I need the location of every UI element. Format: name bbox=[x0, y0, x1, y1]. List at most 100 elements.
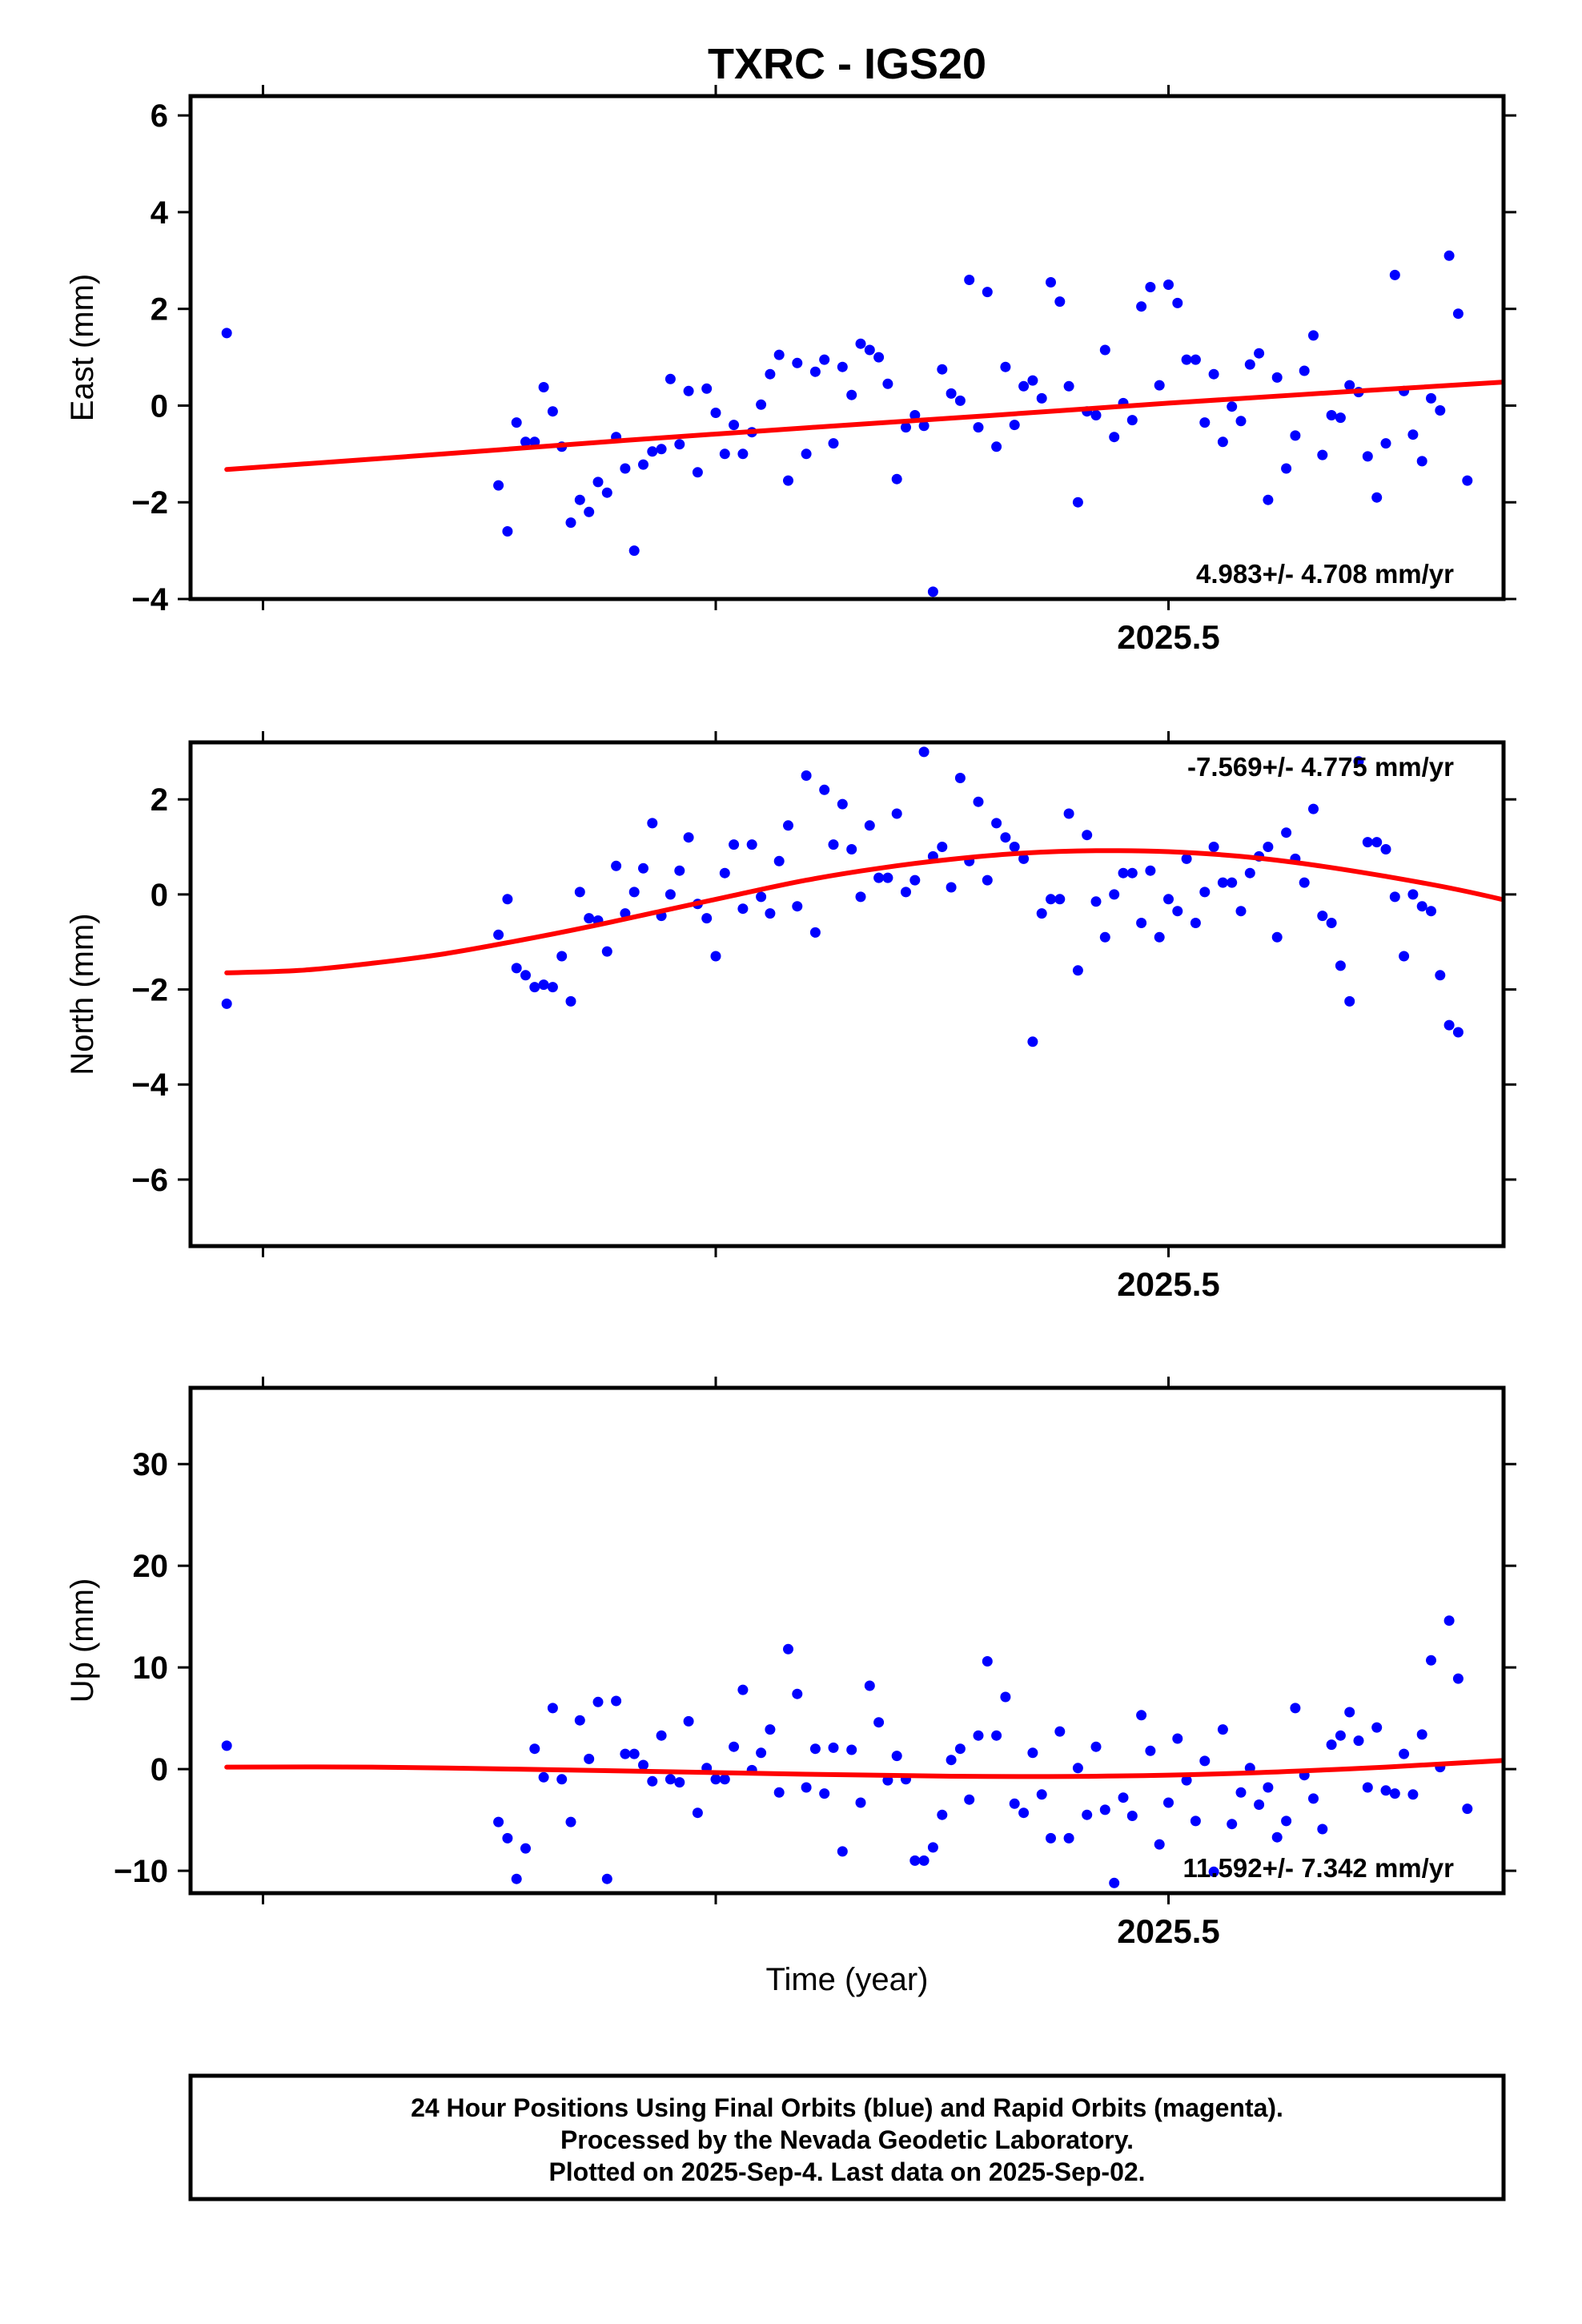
east-final-point bbox=[819, 354, 830, 365]
east-final-point bbox=[801, 448, 812, 460]
east-final-point bbox=[864, 344, 875, 356]
north-final-point bbox=[846, 844, 857, 854]
up-final-point bbox=[1227, 1819, 1238, 1830]
east-final-point bbox=[628, 545, 640, 557]
east-final-point bbox=[918, 420, 930, 432]
north-final-point bbox=[493, 929, 504, 940]
up-ylabel: Up (mm) bbox=[65, 1578, 100, 1703]
north-final-point bbox=[1353, 756, 1364, 767]
up-final-point bbox=[628, 1748, 640, 1759]
up-final-point bbox=[1290, 1703, 1301, 1714]
up-final-point bbox=[1154, 1839, 1165, 1850]
north-final-point bbox=[837, 798, 848, 810]
north-final-point bbox=[1443, 1019, 1455, 1031]
up-final-point bbox=[1308, 1793, 1319, 1804]
east-final-point bbox=[1217, 436, 1228, 448]
north-final-point bbox=[1362, 837, 1373, 848]
up-final-point bbox=[1426, 1655, 1436, 1666]
north-final-point bbox=[1263, 842, 1274, 852]
north-final-point bbox=[1472, 0, 1482, 6]
north-final-point bbox=[1090, 896, 1102, 907]
north-plot-area bbox=[221, 0, 1572, 1047]
north-final-point bbox=[918, 746, 930, 758]
east-final-point bbox=[882, 378, 893, 389]
north-final-point bbox=[1562, 0, 1572, 6]
footer-box: 24 Hour Positions Using Final Orbits (bl… bbox=[188, 2073, 1506, 2201]
east-final-point bbox=[1452, 308, 1464, 320]
east-xtick-label: 2025.5 bbox=[1117, 618, 1219, 656]
north-final-point bbox=[1063, 808, 1074, 819]
east-final-point bbox=[1508, 0, 1518, 6]
up-final-point bbox=[1552, 0, 1563, 6]
east-final-point bbox=[1145, 282, 1156, 292]
up-final-point bbox=[574, 1715, 585, 1726]
up-final-point bbox=[665, 1774, 676, 1785]
north-final-point bbox=[729, 839, 740, 850]
up-final-point bbox=[1046, 1832, 1056, 1844]
north-ytick-label: −4 bbox=[131, 1068, 168, 1103]
up-final-point bbox=[221, 1740, 232, 1751]
north-final-point bbox=[719, 867, 730, 879]
east-final-point bbox=[1462, 475, 1473, 486]
north-final-point bbox=[529, 982, 540, 993]
up-final-point bbox=[756, 1747, 767, 1759]
up-final-point bbox=[855, 1797, 866, 1808]
up-final-point bbox=[946, 1755, 957, 1766]
north-final-point bbox=[674, 865, 685, 876]
east-final-point bbox=[1036, 392, 1047, 404]
north-final-point bbox=[502, 894, 513, 905]
footer-line-2: Processed by the Nevada Geodetic Laborat… bbox=[560, 2125, 1134, 2154]
up-final-point bbox=[620, 1748, 631, 1759]
north-final-point bbox=[1217, 877, 1228, 888]
north-final-point bbox=[1118, 867, 1129, 879]
up-final-point bbox=[991, 1730, 1002, 1741]
north-final-point bbox=[891, 808, 902, 819]
up-final-point bbox=[1217, 1724, 1228, 1735]
up-final-point bbox=[1525, 0, 1536, 6]
north-final-point bbox=[801, 770, 812, 781]
north-final-point bbox=[611, 860, 622, 871]
east-final-point bbox=[1227, 401, 1238, 412]
east-final-point bbox=[1136, 301, 1147, 312]
east-final-point bbox=[1281, 463, 1292, 474]
east-final-point bbox=[1499, 0, 1509, 6]
north-final-point bbox=[819, 784, 830, 795]
east-final-point bbox=[1154, 380, 1165, 391]
east-final-point bbox=[1181, 354, 1192, 365]
north-final-point bbox=[1163, 894, 1174, 905]
up-final-point bbox=[683, 1715, 694, 1727]
up-final-point bbox=[565, 1816, 576, 1827]
east-final-point bbox=[1426, 392, 1436, 404]
east-final-point bbox=[1290, 430, 1301, 441]
north-final-point bbox=[1018, 853, 1030, 864]
x-axis-label: Time (year) bbox=[766, 1962, 929, 1997]
up-final-point bbox=[1190, 1815, 1201, 1827]
east-final-point bbox=[973, 422, 984, 433]
east-final-point bbox=[1535, 0, 1545, 6]
east-final-point bbox=[565, 517, 576, 529]
up-final-point bbox=[1516, 0, 1527, 6]
east-final-point bbox=[1344, 380, 1355, 391]
up-final-point bbox=[1281, 1815, 1292, 1827]
east-final-point bbox=[1009, 420, 1020, 431]
east-final-point bbox=[710, 408, 721, 418]
east-final-point bbox=[502, 526, 513, 537]
north-final-point bbox=[792, 901, 803, 912]
north-final-point bbox=[1308, 803, 1319, 814]
east-final-point bbox=[665, 373, 676, 384]
up-final-point bbox=[846, 1744, 857, 1755]
up-final-point bbox=[765, 1724, 776, 1735]
up-plot-area bbox=[221, 0, 1563, 1888]
east-final-point bbox=[828, 438, 839, 449]
east-final-point bbox=[756, 399, 767, 410]
up-final-point bbox=[1416, 1729, 1427, 1740]
north-final-point bbox=[565, 995, 576, 1007]
north-final-point bbox=[1535, 0, 1545, 6]
north-final-point bbox=[765, 908, 776, 919]
east-final-point bbox=[1362, 451, 1373, 462]
north-final-point bbox=[756, 891, 767, 903]
north-final-point bbox=[584, 913, 595, 924]
up-final-point bbox=[1344, 1707, 1355, 1718]
up-final-point bbox=[954, 1743, 966, 1755]
